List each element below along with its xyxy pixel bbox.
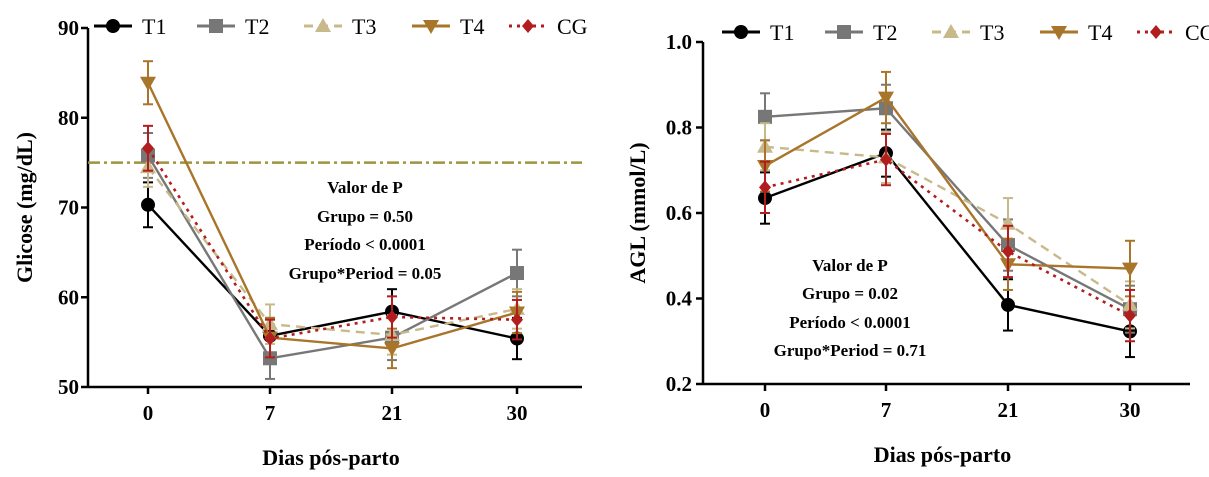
data-point-cg	[142, 141, 154, 156]
p-value-annotation: Valor de P Grupo = 0.50 Período < 0.0001 Gr…	[289, 178, 442, 283]
annotation-line: Grupo = 0.50	[317, 207, 413, 226]
y-axis-title: Glicose (mg/dL)	[12, 132, 37, 283]
glicose-chart: 50 60 70 80 90 0 7 21 30 Dias pós-parto Glicose (m…	[12, 14, 588, 470]
data-point-cg	[264, 331, 276, 346]
series-line-t1	[147, 203, 518, 340]
data-point-t2	[510, 266, 524, 281]
y-tick-label: 70	[58, 196, 79, 220]
y-tick-label: 0.4	[666, 287, 693, 311]
y-axis-title: AGL (mmol/L)	[625, 142, 650, 283]
data-point-cg	[386, 309, 398, 324]
legend-label: T1	[142, 14, 166, 39]
series-line-t4	[764, 96, 1131, 270]
data-point-t1	[1001, 297, 1015, 312]
legend-label: T4	[460, 14, 484, 39]
y-tick-label: 0.6	[666, 201, 692, 225]
x-tick-label: 7	[265, 401, 276, 425]
legend-item-t3: T3	[932, 20, 1004, 45]
diamond-icon	[522, 19, 534, 33]
series-cg	[142, 124, 523, 359]
x-axis-title: Dias pós-parto	[874, 442, 1012, 467]
legend-label: T3	[980, 20, 1004, 45]
diamond-icon	[1150, 25, 1162, 39]
x-tick-label: 21	[382, 401, 403, 425]
triangle-down-icon	[1051, 26, 1067, 40]
data-point-cg	[1002, 244, 1014, 259]
legend: T1 T2 T3 T4 CG	[722, 20, 1209, 45]
series-line-t4	[146, 82, 518, 350]
legend-item-t2: T2	[197, 14, 269, 39]
data-point-t4	[384, 342, 400, 357]
legend-label: T1	[770, 20, 794, 45]
series-line-cg	[146, 147, 518, 340]
triangle-up-icon	[943, 24, 959, 38]
legend: T1 T2 T3 T4 CG	[94, 14, 588, 39]
triangle-down-icon	[423, 20, 439, 34]
legend-item-t4: T4	[1040, 20, 1112, 45]
legend-item-t3: T3	[304, 14, 376, 39]
y-tick-label: 0.2	[666, 372, 692, 396]
annotation-line: Grupo*Period = 0.71	[774, 341, 927, 360]
circle-icon	[106, 19, 120, 33]
annotation-line: Período < 0.0001	[789, 313, 911, 332]
legend-item-t1: T1	[722, 20, 794, 45]
legend-label: T4	[1088, 20, 1112, 45]
legend-label: CG	[557, 14, 588, 39]
triangle-up-icon	[315, 18, 331, 32]
agl-chart: 0.2 0.4 0.6 0.8 1.0 0 7 21 30 Dias pós-parto AGL (…	[625, 20, 1209, 467]
y-tick-label: 90	[58, 16, 79, 40]
series-line-cg	[764, 158, 1131, 317]
x-tick-label: 21	[998, 398, 1019, 422]
y-tick-label: 1.0	[666, 30, 692, 54]
series-line-t2	[764, 107, 1131, 311]
series-line-t2	[146, 154, 518, 360]
legend-label: T2	[245, 14, 269, 39]
series-line-t1	[764, 151, 1131, 333]
legend-item-t1: T1	[94, 14, 166, 39]
x-axis-title: Dias pós-parto	[262, 445, 400, 470]
legend-item-t2: T2	[825, 20, 897, 45]
y-tick-label: 50	[58, 375, 79, 399]
annotation-line: Grupo = 0.02	[802, 284, 898, 303]
y-tick-label: 0.8	[666, 116, 692, 140]
square-icon	[837, 25, 851, 39]
series-cg	[759, 132, 1136, 343]
y-tick-label: 60	[58, 285, 79, 309]
x-tick-label: 0	[143, 401, 154, 425]
y-tick-label: 80	[58, 106, 79, 130]
p-value-annotation: Valor de P Grupo = 0.02 Período < 0.0001 Gr…	[774, 256, 927, 360]
series-line-t3	[764, 145, 1131, 306]
legend-item-cg: CG	[1137, 20, 1209, 45]
annotation-line: Valor de P	[812, 256, 888, 275]
annotation-line: Grupo*Period = 0.05	[289, 264, 442, 283]
series-line-t3	[147, 166, 518, 337]
data-point-t4	[878, 91, 894, 106]
data-point-t4	[140, 76, 156, 91]
data-point-cg	[1124, 308, 1136, 323]
data-point-t4	[1122, 262, 1138, 277]
circle-icon	[734, 25, 748, 39]
annotation-line: Valor de P	[327, 178, 403, 197]
data-point-t1	[141, 197, 155, 212]
annotation-line: Período < 0.0001	[304, 235, 426, 254]
legend-item-t4: T4	[412, 14, 484, 39]
x-tick-label: 30	[507, 401, 528, 425]
legend-item-cg: CG	[509, 14, 588, 39]
legend-label: T2	[873, 20, 897, 45]
data-point-cg	[880, 152, 892, 167]
legend-label: CG	[1185, 20, 1209, 45]
x-tick-label: 0	[760, 398, 771, 422]
data-point-t2	[758, 109, 772, 124]
data-point-cg	[511, 312, 523, 327]
square-icon	[209, 19, 223, 33]
x-tick-label: 7	[881, 398, 892, 422]
legend-label: T3	[352, 14, 376, 39]
data-point-cg	[759, 180, 771, 195]
x-tick-label: 30	[1120, 398, 1141, 422]
